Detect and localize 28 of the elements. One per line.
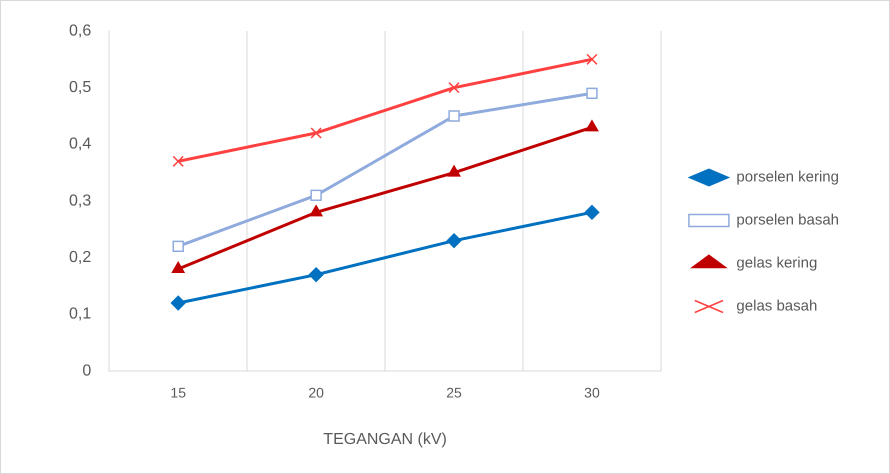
point <box>172 240 184 252</box>
y-tick-label: 0 <box>82 362 92 380</box>
x-tick-label: 25 <box>446 384 462 400</box>
point <box>310 190 322 202</box>
point <box>586 88 598 100</box>
y-tick-label: 0,3 <box>68 192 92 210</box>
point <box>586 54 598 66</box>
y-tick-label: 0,6 <box>68 22 92 40</box>
point <box>310 127 322 139</box>
point <box>584 204 600 220</box>
point <box>448 110 460 122</box>
x-axis-title: TEGANGAN (kV) <box>323 430 447 448</box>
y-tick-label: 0,1 <box>68 306 92 323</box>
point <box>448 82 460 94</box>
x-tick-label: 15 <box>170 384 186 400</box>
x-tick-label: 20 <box>308 384 324 400</box>
legend-label: gelas basah <box>736 298 818 315</box>
legend-label: porselen kering <box>736 168 839 186</box>
point <box>446 233 462 248</box>
y-tick-label: 0,4 <box>68 136 92 153</box>
point <box>170 296 186 310</box>
legend-label: porselen basah <box>736 212 839 229</box>
point <box>172 156 184 168</box>
x-tick-label: 30 <box>584 384 600 400</box>
y-tick-label: 0,2 <box>68 249 92 266</box>
y-tick-label: 0,5 <box>68 79 92 96</box>
point <box>308 267 324 282</box>
legend-label: gelas kering <box>736 254 818 272</box>
